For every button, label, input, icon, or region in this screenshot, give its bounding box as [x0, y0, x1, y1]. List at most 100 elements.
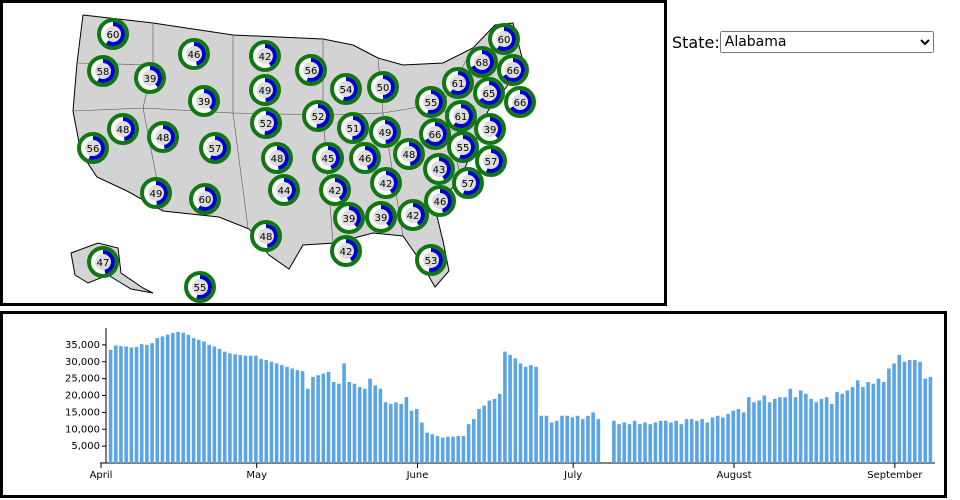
bar — [638, 424, 642, 463]
bar — [866, 382, 870, 463]
donut-center — [85, 140, 101, 156]
map: 60 58 39 46 42 56 54 50 60 68 66 61 65 66 55 61 49 39 52 51… — [70, 14, 536, 303]
state-dropdown[interactable]: Alabama — [719, 31, 934, 53]
x-tick-label: April — [90, 470, 113, 481]
bar — [539, 415, 544, 463]
donut-center — [427, 126, 443, 142]
donut-arc — [102, 250, 115, 274]
donut-center — [105, 26, 121, 42]
donut-label: 39 — [375, 213, 388, 224]
bar — [658, 420, 663, 463]
donut-center — [197, 191, 213, 207]
bar — [721, 417, 725, 463]
donut-label: 55 — [425, 98, 438, 109]
bar — [555, 420, 559, 463]
donut-center — [483, 153, 499, 169]
donut-arc — [264, 44, 277, 67]
donut-center — [378, 175, 394, 191]
bar — [570, 417, 575, 463]
bar — [482, 405, 486, 463]
x-tick-label: July — [563, 470, 582, 481]
donut-label: 46 — [188, 50, 201, 61]
bar — [518, 363, 523, 463]
bar — [181, 332, 186, 463]
bar — [108, 349, 113, 463]
bar — [300, 371, 305, 463]
bar — [575, 415, 580, 463]
bar — [757, 400, 761, 463]
donut-label: 39 — [343, 214, 356, 225]
bar — [295, 370, 300, 463]
donut-label: 42 — [329, 186, 342, 197]
bar — [684, 419, 689, 463]
bar — [383, 402, 388, 463]
bar — [191, 338, 196, 463]
donut-arc — [155, 181, 168, 205]
bar — [456, 436, 461, 463]
donut-center — [455, 139, 471, 155]
bar — [778, 397, 782, 463]
donut-label: 66 — [514, 98, 527, 109]
bar — [632, 420, 637, 463]
donut-label: 42 — [380, 179, 393, 190]
donut-arc — [264, 111, 278, 135]
bar — [197, 339, 201, 463]
donut-arc — [122, 117, 135, 141]
y-tick-label: 20,000 — [65, 391, 100, 402]
bar — [243, 355, 248, 463]
bar — [710, 417, 715, 463]
donut-arc — [439, 189, 452, 213]
bar — [762, 395, 767, 463]
x-tick-label: May — [246, 470, 267, 481]
donut-center — [432, 193, 448, 209]
donut-arc — [502, 58, 525, 82]
donut-label: 42 — [259, 52, 272, 63]
bar — [305, 388, 310, 463]
donut-center — [186, 46, 202, 62]
donut-arc — [162, 125, 175, 149]
donut-center — [196, 93, 212, 109]
bar — [248, 355, 253, 463]
chart-panel: 5,000 10,000 15,000 20,000 25,000 30,000 35,00… — [0, 311, 947, 498]
bar — [643, 422, 647, 463]
donut-arc — [105, 22, 125, 46]
donut-center — [155, 129, 171, 145]
donut-label: 57 — [209, 144, 222, 155]
bar — [352, 383, 357, 463]
donut-center — [148, 185, 164, 201]
donut-arc — [462, 171, 480, 195]
bar — [451, 436, 455, 463]
bar — [876, 378, 881, 463]
donut-center — [375, 79, 391, 95]
bar — [466, 424, 471, 463]
bar — [892, 363, 896, 463]
bar — [492, 398, 497, 463]
bar — [653, 422, 658, 463]
donut-arc — [97, 59, 115, 83]
bar — [233, 354, 237, 463]
donut-arc — [197, 187, 217, 211]
bar — [565, 415, 569, 463]
bar — [326, 371, 331, 463]
donut-center — [310, 108, 326, 124]
bar — [715, 415, 720, 463]
bar — [612, 420, 616, 463]
donut-label: 39 — [484, 125, 497, 136]
bar — [228, 353, 232, 463]
donut-label: 45 — [322, 154, 335, 165]
donut-center — [257, 48, 273, 64]
donut-center — [303, 62, 319, 78]
bar — [580, 419, 585, 463]
donut-center — [257, 82, 273, 98]
bar — [316, 375, 320, 463]
bar — [165, 334, 170, 463]
bar — [238, 355, 243, 463]
bar — [788, 388, 793, 463]
x-tick-label: June — [406, 470, 429, 481]
bar — [783, 397, 787, 463]
y-tick-label: 25,000 — [65, 374, 100, 385]
bar — [461, 436, 466, 463]
donut-label: 49 — [379, 128, 392, 139]
bar — [394, 402, 398, 463]
bar — [399, 403, 403, 463]
